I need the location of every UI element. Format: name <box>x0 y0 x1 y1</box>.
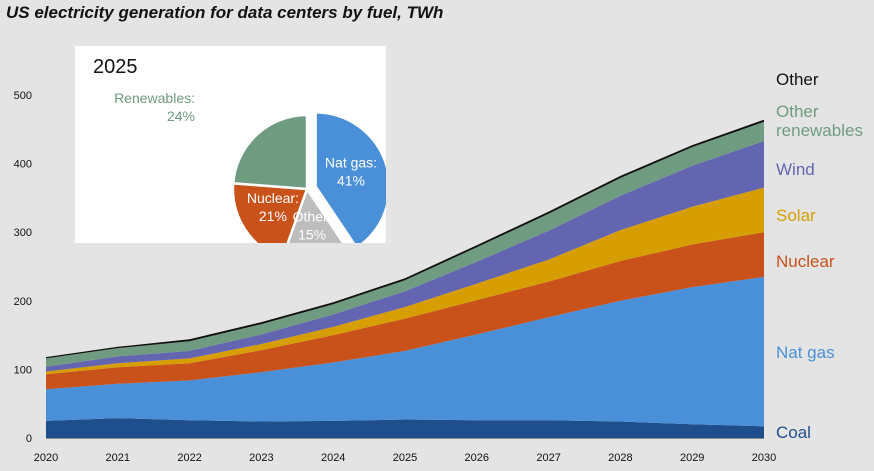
series-label-solar: Solar <box>776 206 816 225</box>
pie-value-renewables: 24% <box>167 108 195 124</box>
y-tick-label: 400 <box>14 159 32 171</box>
area-nuclear <box>46 232 764 390</box>
pie-slice-nuclear <box>231 181 309 243</box>
pie-label-nuclear: Nuclear: <box>247 190 299 206</box>
x-tick-label: 2021 <box>106 452 130 464</box>
y-tick-label: 100 <box>14 364 32 376</box>
series-label-other-renewables: Other renewables <box>776 102 863 140</box>
area-series-group <box>46 119 764 438</box>
x-tick-label: 2028 <box>608 452 632 464</box>
x-tick-label: 2030 <box>752 452 776 464</box>
y-tick-label: 500 <box>14 90 32 102</box>
series-label-nuclear: Nuclear <box>776 252 835 271</box>
x-tick-label: 2029 <box>680 452 704 464</box>
x-tick-label: 2024 <box>321 452 345 464</box>
x-tick-label: 2022 <box>177 452 201 464</box>
pie-chart: Nat gas: 41% Other: 15% Nuclear: 21% Renewable… <box>114 90 386 243</box>
x-tick-label: 2025 <box>393 452 417 464</box>
area-coal <box>46 418 764 438</box>
x-tick-label: 2020 <box>34 452 58 464</box>
axes-group: 0 100 200 300 400 500 2020 2021 2022 2023 2024 2025… <box>14 90 777 464</box>
y-tick-label: 200 <box>14 296 32 308</box>
series-label-other: Other <box>776 70 819 89</box>
y-tick-label: 300 <box>14 227 32 239</box>
pie-inset: 2025 Nat gas: 41% Other: 15% Nuclear: 21% Rene… <box>75 46 386 243</box>
series-label-wind: Wind <box>776 160 815 179</box>
x-tick-label: 2023 <box>249 452 273 464</box>
series-label-nat-gas: Nat gas <box>776 343 835 362</box>
pie-value-nuclear: 21% <box>259 208 287 224</box>
x-tick-label: 2026 <box>465 452 489 464</box>
chart-title: US electricity generation for data cente… <box>6 3 444 22</box>
area-nat-gas <box>46 276 764 427</box>
pie-value-nat-gas: 41% <box>337 173 365 189</box>
pie-label-other: Other: <box>293 208 332 224</box>
x-tick-label: 2027 <box>536 452 560 464</box>
pie-slice-renewables <box>231 113 309 191</box>
pie-label-nat-gas: Nat gas: <box>325 155 377 171</box>
pie-slice-nat-gas <box>314 111 386 243</box>
pie-slice-other <box>286 186 345 243</box>
pie-label-renewables: Renewables: <box>114 90 195 106</box>
pie-value-other: 15% <box>298 226 326 242</box>
pie-title: 2025 <box>93 56 138 78</box>
series-label-coal: Coal <box>776 423 811 442</box>
y-tick-label: 0 <box>26 433 32 445</box>
